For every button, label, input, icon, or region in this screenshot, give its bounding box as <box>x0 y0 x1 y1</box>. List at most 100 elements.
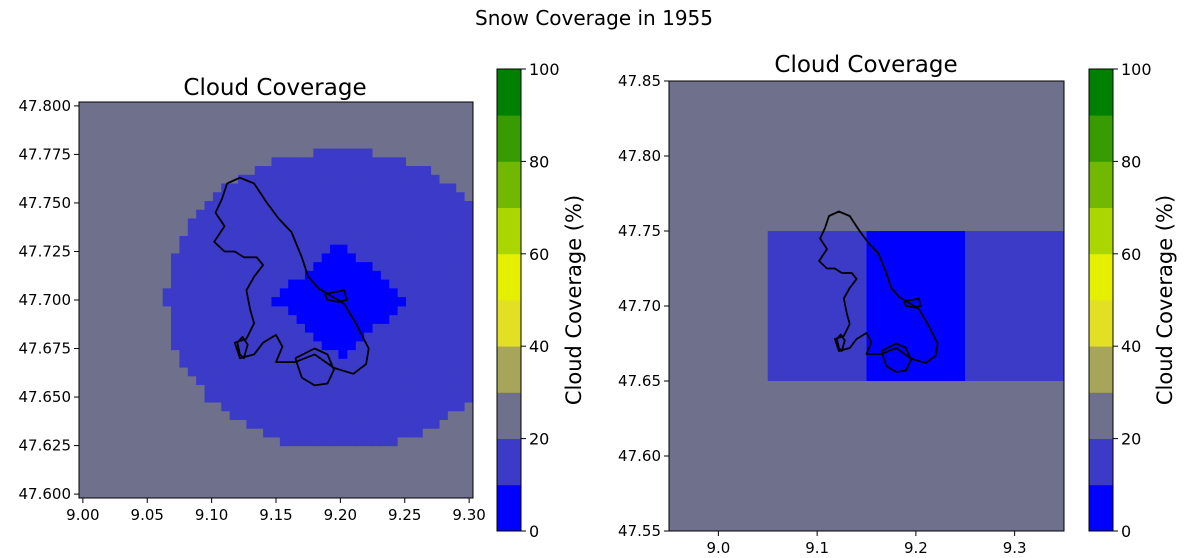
heatmap-cell <box>321 323 331 333</box>
heatmap-cell <box>355 288 365 298</box>
heatmap-cell <box>171 262 181 272</box>
heatmap-cell <box>204 209 214 220</box>
heatmap-cell <box>221 358 231 368</box>
heatmap-cell <box>313 244 323 255</box>
heatmap-cell <box>321 235 331 246</box>
panel-2-plot-area <box>669 81 1064 531</box>
heatmap-cell <box>405 314 415 324</box>
heatmap-cell <box>455 279 465 289</box>
heatmap-cell <box>430 305 440 316</box>
heatmap-cell <box>288 410 298 420</box>
heatmap-cell <box>472 332 473 342</box>
colorbar-2: 0 20 40 60 80 100 <box>1088 60 1152 541</box>
heatmap-cell <box>212 340 222 351</box>
heatmap-cell <box>279 201 289 211</box>
heatmap-cell <box>455 340 465 351</box>
x-tick-label: 9.20 <box>324 506 357 524</box>
heatmap-cell <box>397 297 407 307</box>
panel-1-x-axis: 9.00 9.05 9.10 9.15 9.20 9.25 9.30 <box>66 498 486 524</box>
heatmap-cell <box>430 332 440 342</box>
heatmap-cell <box>246 384 256 394</box>
heatmap-cell <box>397 393 407 403</box>
heatmap-cell <box>288 419 298 429</box>
heatmap-cell <box>263 166 273 176</box>
heatmap-cell <box>313 192 323 202</box>
heatmap-cell <box>413 279 423 289</box>
heatmap-cell <box>212 192 222 202</box>
heatmap-cell <box>472 209 473 220</box>
heatmap-cell <box>313 332 323 342</box>
heatmap-cell <box>212 349 222 359</box>
heatmap-cell <box>430 393 440 403</box>
heatmap-cell <box>229 253 239 263</box>
heatmap-cell <box>447 384 457 394</box>
heatmap-cell <box>388 218 398 228</box>
heatmap-cell <box>279 218 289 228</box>
heatmap-cell <box>187 366 197 377</box>
heatmap-cell <box>313 323 323 333</box>
heatmap-cell <box>271 288 281 298</box>
heatmap-cell <box>380 279 390 289</box>
y-tick-label: 47.800 <box>19 97 72 115</box>
heatmap-cell <box>463 262 473 272</box>
heatmap-cell <box>321 314 331 324</box>
lake-outline-reichenau <box>836 333 846 352</box>
heatmap-cell <box>455 393 465 403</box>
heatmap-cell <box>447 235 457 246</box>
heatmap-cell <box>179 279 189 289</box>
heatmap-cell <box>187 253 197 263</box>
heatmap-cell <box>296 305 306 316</box>
heatmap-cell <box>371 192 381 202</box>
heatmap-cell <box>271 183 281 193</box>
heatmap-cell <box>204 244 214 255</box>
heatmap-cell <box>313 209 323 220</box>
heatmap-cell <box>447 349 457 359</box>
colorbar-segment <box>1089 161 1113 208</box>
heatmap-cell <box>196 279 206 289</box>
colorbar-tick-label: 60 <box>1121 245 1141 264</box>
heatmap-cell <box>313 157 323 167</box>
heatmap-cell <box>304 419 314 429</box>
heatmap-cell <box>321 297 331 307</box>
heatmap-cell <box>204 340 214 351</box>
heatmap-cell <box>288 227 298 237</box>
heatmap-cell <box>388 227 398 237</box>
heatmap-cell <box>221 349 231 359</box>
heatmap-cell <box>430 262 440 272</box>
heatmap-cell <box>338 401 348 412</box>
heatmap-cell <box>355 340 365 351</box>
heatmap-cell <box>405 393 415 403</box>
heatmap-cell <box>447 218 457 228</box>
heatmap-cell <box>346 366 356 377</box>
heatmap-cell <box>338 384 348 394</box>
heatmap-cell <box>330 279 340 289</box>
heatmap-cell <box>363 174 373 185</box>
heatmap-cell <box>422 288 432 298</box>
heatmap-cell <box>187 288 197 298</box>
heatmap-cell <box>397 235 407 246</box>
heatmap-cell <box>346 340 356 351</box>
heatmap-cell <box>380 166 390 176</box>
heatmap-cell <box>413 270 423 281</box>
heatmap-cell <box>296 393 306 403</box>
heatmap-cell <box>363 410 373 420</box>
heatmap-cell <box>321 148 331 158</box>
heatmap-cell <box>187 235 197 246</box>
heatmap-cell <box>271 384 281 394</box>
heatmap-cell <box>187 305 197 316</box>
heatmap-cell <box>271 393 281 403</box>
heatmap-cell <box>221 384 231 394</box>
colorbar-segment <box>497 207 521 255</box>
heatmap-cell <box>388 192 398 202</box>
heatmap-cell <box>438 393 448 403</box>
heatmap-cell <box>330 174 340 185</box>
heatmap-cell <box>263 349 273 359</box>
heatmap-cell <box>271 297 281 307</box>
heatmap-cell <box>405 332 415 342</box>
heatmap-cell <box>430 314 440 324</box>
panel-1-plot-area <box>79 102 473 498</box>
heatmap-cell <box>171 270 181 281</box>
heatmap-cell <box>271 428 281 438</box>
colorbar-segment <box>497 161 521 208</box>
heatmap-cell <box>179 332 189 342</box>
